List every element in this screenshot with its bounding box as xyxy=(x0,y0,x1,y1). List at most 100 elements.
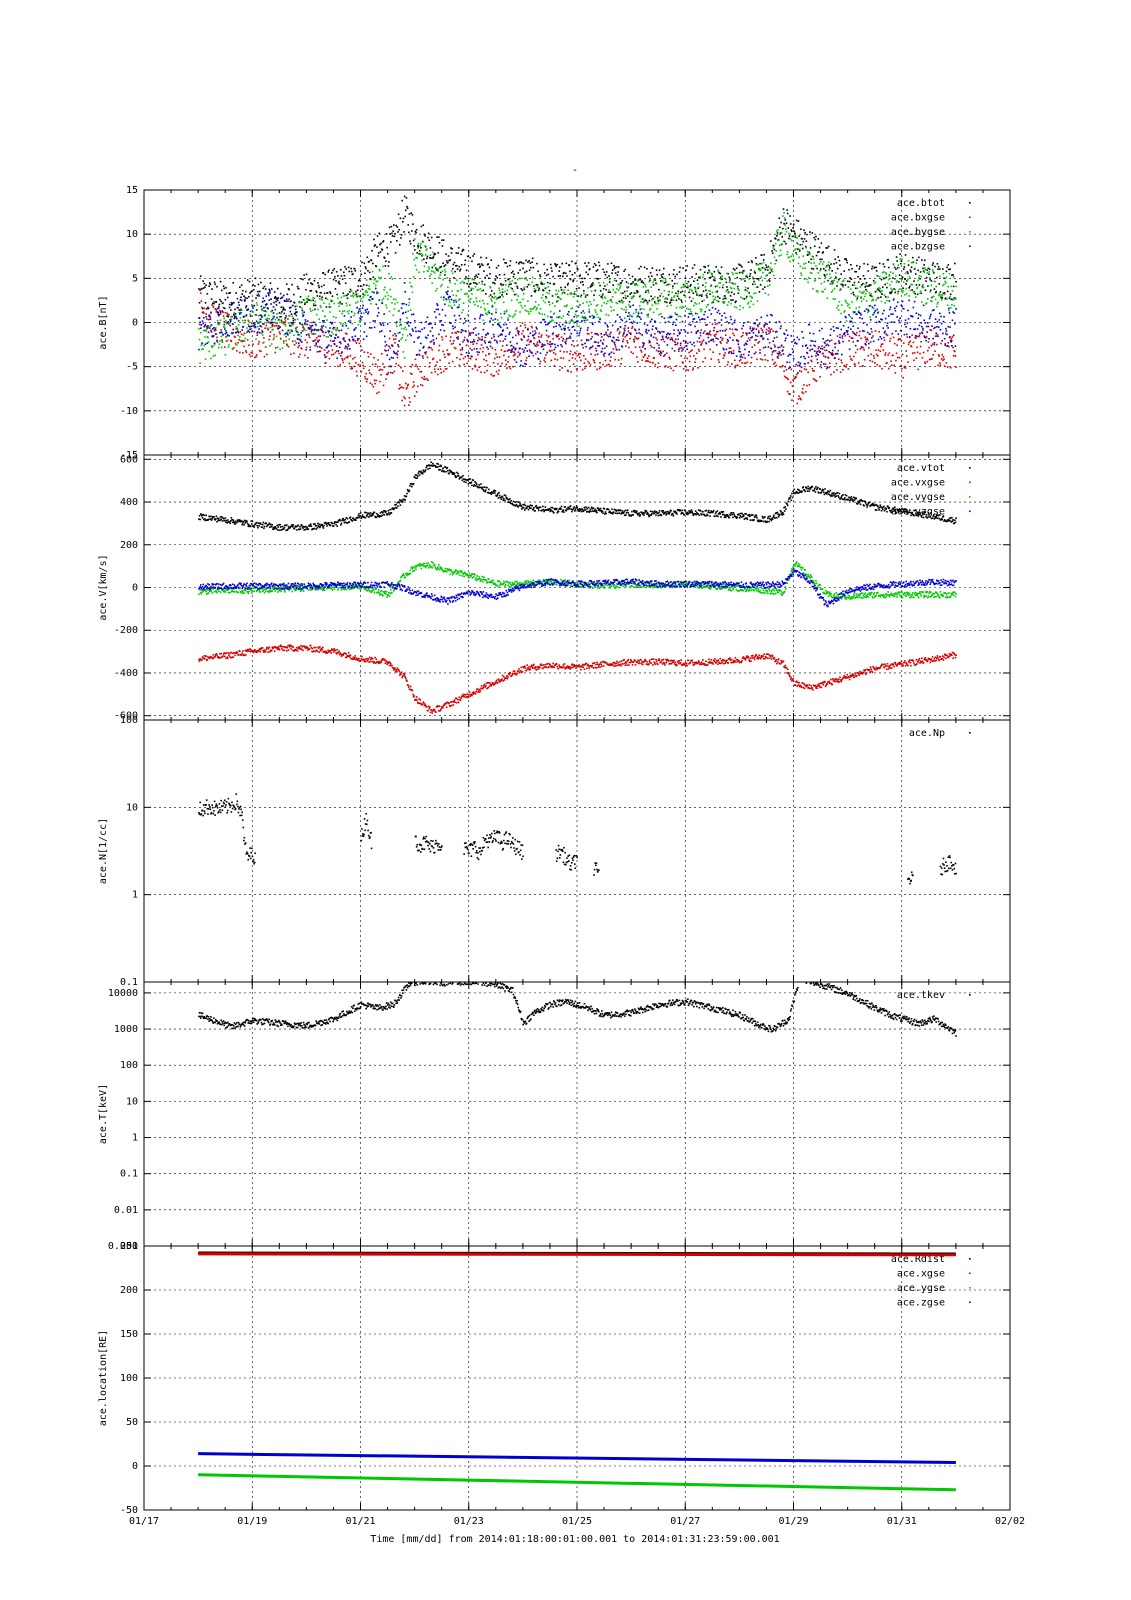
data-point xyxy=(368,271,371,274)
data-point xyxy=(311,329,313,331)
data-point xyxy=(204,302,207,304)
data-point xyxy=(472,287,474,290)
data-point xyxy=(282,306,284,309)
data-point xyxy=(810,360,813,363)
data-point xyxy=(887,367,890,370)
data-point xyxy=(739,264,742,267)
data-point xyxy=(530,325,533,328)
data-point xyxy=(212,355,215,357)
data-point xyxy=(650,318,653,321)
data-point xyxy=(497,264,500,267)
data-point xyxy=(642,281,645,284)
data-point xyxy=(714,298,716,301)
data-point xyxy=(344,294,346,297)
data-point xyxy=(291,304,294,307)
data-point xyxy=(548,322,550,325)
data-point xyxy=(422,346,425,349)
data-point xyxy=(386,291,388,294)
data-point xyxy=(782,215,784,217)
data-point xyxy=(591,284,594,287)
data-point xyxy=(236,327,239,330)
data-point xyxy=(579,274,582,277)
data-point xyxy=(609,291,612,293)
data-point xyxy=(431,326,434,329)
data-point xyxy=(406,205,408,208)
data-point xyxy=(628,346,630,349)
data-point xyxy=(306,301,308,303)
data-point xyxy=(288,298,290,301)
data-point xyxy=(747,303,749,305)
data-point xyxy=(460,264,463,266)
data-point xyxy=(328,357,331,360)
data-point xyxy=(344,345,347,348)
data-point xyxy=(460,331,462,334)
data-point xyxy=(657,302,660,305)
data-point xyxy=(750,361,752,364)
data-point xyxy=(266,322,268,324)
data-point xyxy=(838,340,840,342)
data-point xyxy=(822,337,824,340)
data-point xyxy=(776,336,778,339)
data-point xyxy=(386,323,389,325)
data-point xyxy=(548,289,551,292)
data-point xyxy=(407,224,410,226)
data-point xyxy=(711,275,714,278)
data-point xyxy=(568,359,571,362)
data-point xyxy=(671,279,674,282)
data-point xyxy=(595,341,597,343)
data-point xyxy=(596,353,599,356)
data-point xyxy=(736,329,738,331)
data-point xyxy=(646,324,649,327)
data-point xyxy=(328,330,331,333)
data-point xyxy=(205,330,207,332)
data-point xyxy=(454,282,456,285)
data-point xyxy=(325,335,328,338)
data-point xyxy=(222,311,224,314)
data-point xyxy=(496,297,499,299)
data-point xyxy=(773,256,776,259)
data-point xyxy=(203,325,206,328)
data-point xyxy=(668,356,671,359)
data-point xyxy=(361,316,363,318)
data-point xyxy=(230,318,233,320)
data-point xyxy=(494,357,496,360)
data-point xyxy=(572,295,575,298)
data-point xyxy=(902,376,904,379)
data-point xyxy=(425,351,428,353)
data-point xyxy=(803,384,805,386)
data-point xyxy=(246,309,249,311)
data-point xyxy=(884,296,887,298)
data-point xyxy=(400,234,403,236)
data-point xyxy=(337,274,339,277)
data-point xyxy=(362,312,365,314)
data-point xyxy=(800,274,803,276)
data-point xyxy=(829,283,832,285)
data-point xyxy=(418,271,420,274)
data-point xyxy=(290,300,292,302)
data-point xyxy=(356,339,359,342)
data-point xyxy=(223,328,226,330)
data-point xyxy=(450,322,452,324)
data-point xyxy=(729,336,731,339)
data-point xyxy=(928,271,930,273)
data-point xyxy=(440,371,443,374)
data-point xyxy=(691,349,693,351)
data-point xyxy=(346,346,348,348)
data-point xyxy=(525,359,527,362)
data-point xyxy=(270,321,273,324)
data-point xyxy=(778,255,781,257)
data-point xyxy=(414,249,416,251)
data-point xyxy=(923,335,925,337)
data-point xyxy=(507,285,510,288)
data-point xyxy=(915,284,918,286)
data-point xyxy=(245,351,248,354)
data-point xyxy=(293,334,295,337)
data-point xyxy=(434,371,437,373)
data-point xyxy=(361,288,364,291)
data-point xyxy=(529,308,532,310)
data-point xyxy=(438,333,440,336)
data-point xyxy=(757,342,760,344)
data-point xyxy=(350,295,352,297)
data-point xyxy=(449,259,452,261)
data-point xyxy=(745,274,748,277)
